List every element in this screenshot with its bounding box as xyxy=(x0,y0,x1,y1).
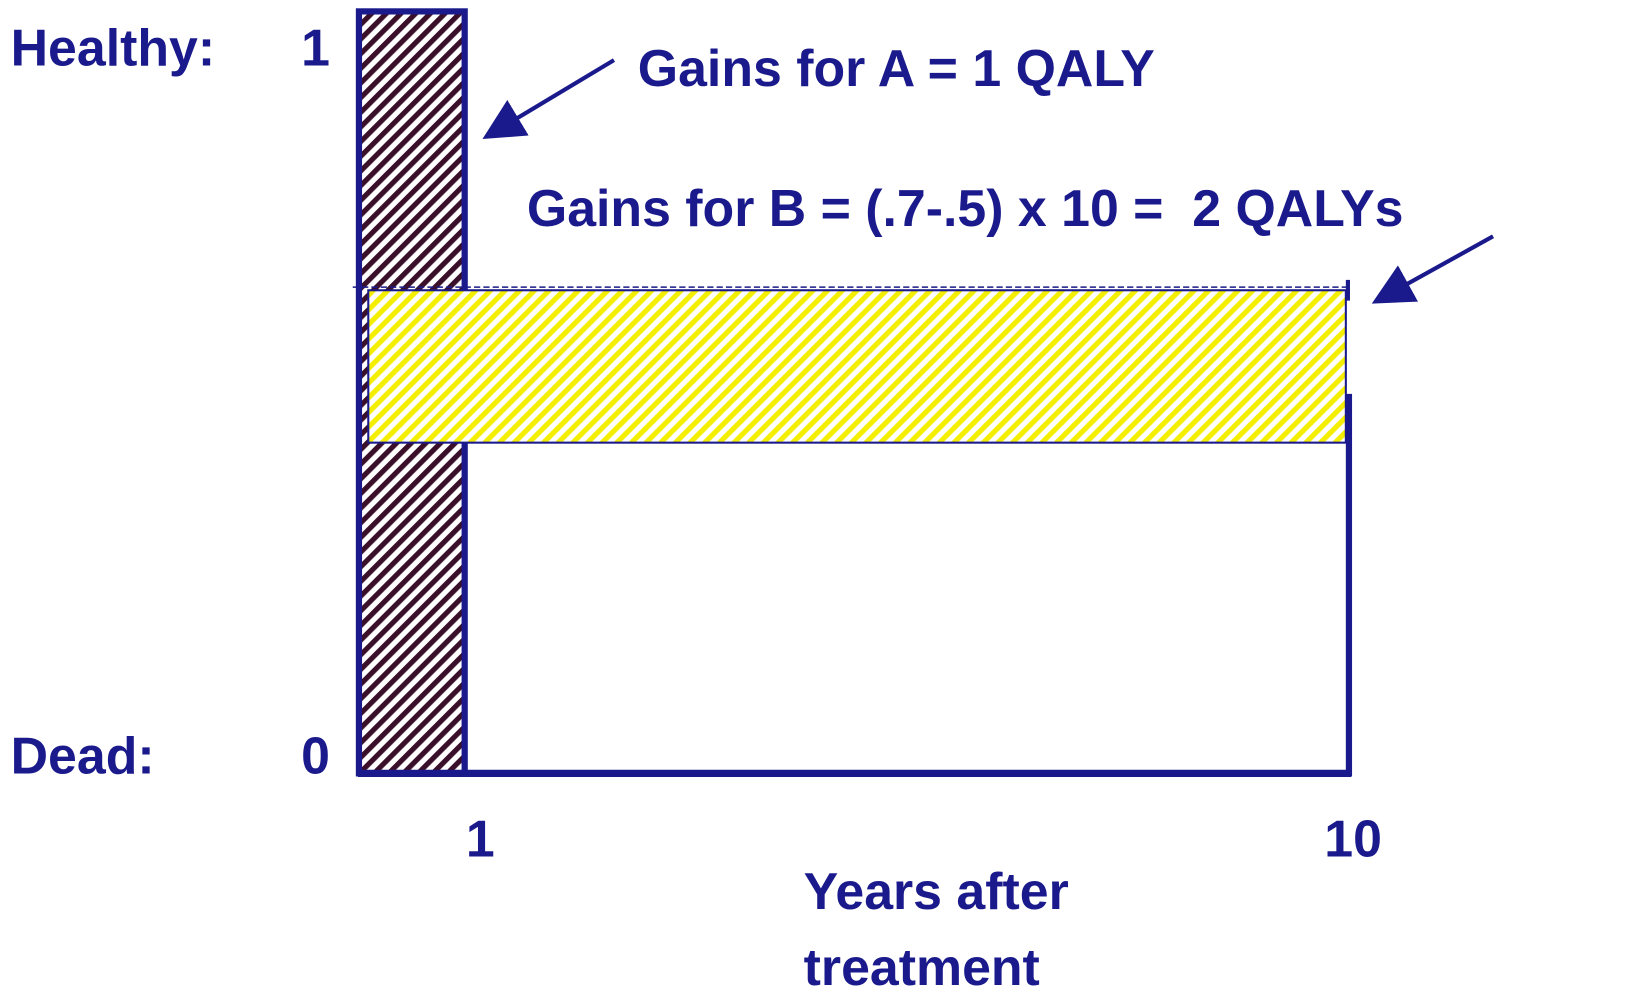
healthy-label: Healthy: xyxy=(11,18,215,76)
dead-label: Dead: xyxy=(11,726,155,784)
annotation-b: Gains for B = (.7-.5) x 10 = 2 QALYs xyxy=(527,179,1404,237)
x-tick-label: 10 xyxy=(1324,809,1382,867)
arrow-a xyxy=(482,58,616,140)
annotation-a: Gains for A = 1 QALY xyxy=(638,39,1155,97)
x-axis-title: Years after xyxy=(804,862,1069,920)
x-tick-label: 1 xyxy=(466,809,495,867)
dead-value: 0 xyxy=(301,726,330,784)
healthy-value: 1 xyxy=(301,18,330,76)
x-axis-title: treatment xyxy=(804,938,1040,990)
bar-b xyxy=(367,289,1347,444)
arrow-b xyxy=(1371,234,1495,304)
